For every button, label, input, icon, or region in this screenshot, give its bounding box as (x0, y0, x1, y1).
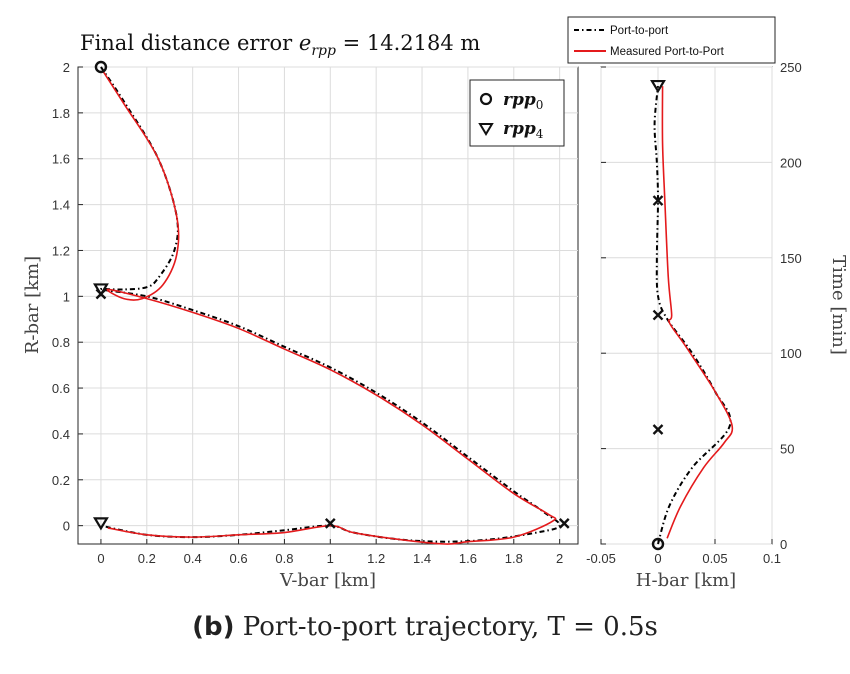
y-tick-label: 0 (63, 519, 70, 534)
left-x-ticks: 0 0.2 0.4 0.6 0.8 1 1.2 1.4 1.6 1.8 2 (97, 539, 563, 566)
left-markers (92, 60, 570, 531)
triangle-marker (650, 79, 666, 94)
x-tick-label: 1.2 (367, 551, 385, 566)
x-tick-label: 0 (654, 551, 661, 566)
x-tick-label: 1.8 (505, 551, 523, 566)
y-tick-label: 0.4 (52, 427, 70, 442)
legend-rpp4-label: rpp4 (503, 119, 544, 141)
right-series (653, 85, 734, 545)
circle-marker (94, 60, 108, 74)
x-tick-label: 1.4 (413, 551, 431, 566)
left-y-axis-label: R-bar [km] (22, 256, 43, 354)
right-grid (600, 66, 773, 545)
legend-measured-label: Measured Port-to-Port (610, 46, 725, 58)
left-chart: 0 0.2 0.4 0.6 0.8 1 1.2 1.4 1.6 1.8 2 0 0.2 0.4 0.6 0.… (22, 31, 579, 591)
left-series (99, 66, 561, 545)
x-tick-label: 0.05 (702, 551, 727, 566)
x-tick-label: 0.4 (184, 551, 202, 566)
right-x-axis-label: H-bar [km] (636, 570, 736, 591)
right-plot-frame (600, 66, 773, 545)
port-to-port-line (653, 85, 732, 545)
left-legend-box (469, 79, 565, 147)
x-tick-label: 0.6 (230, 551, 248, 566)
x-tick-label: 0.8 (275, 551, 293, 566)
right-y-axis-label: Time [min] (828, 255, 849, 355)
measured-port-to-port-line (102, 71, 557, 545)
left-title: Final distance error erpp = 14.2184 m (80, 31, 480, 59)
series-legend: Port-to-port Measured Port-to-Port (567, 16, 776, 64)
legend-circle-marker (479, 92, 493, 106)
y-tick-label: 1.2 (52, 243, 70, 258)
x-tick-label: 1 (327, 551, 334, 566)
triangle-marker (92, 517, 109, 531)
y-tick-label: 100 (780, 346, 802, 361)
x-tick-label: 2 (556, 551, 563, 566)
y-tick-label: 0.2 (52, 473, 70, 488)
right-y-ticks: 0 50 100 150 200 250 (601, 60, 802, 552)
series-legend-box (567, 16, 776, 64)
x-marker (558, 518, 570, 529)
circle-marker (651, 537, 665, 551)
x-marker (324, 518, 336, 529)
y-tick-label: 1.4 (52, 198, 70, 213)
left-y-ticks: 0 0.2 0.4 0.6 0.8 1 1.2 1.4 1.6 1.8 2 (52, 60, 83, 534)
measured-port-to-port-line (661, 86, 734, 539)
y-tick-label: 200 (780, 155, 802, 170)
figure-caption: (b) Port-to-port trajectory, T = 0.5s (0, 612, 850, 642)
x-marker (95, 288, 107, 300)
right-chart: -0.05 0 0.05 0.1 0 50 100 150 200 250 H-bar [km]… (567, 16, 849, 591)
x-marker (652, 424, 664, 435)
x-tick-label: 0 (97, 551, 104, 566)
y-tick-label: 0 (780, 537, 787, 552)
y-tick-label: 1 (63, 289, 70, 304)
right-markers (650, 79, 666, 551)
y-tick-label: 0.6 (52, 381, 70, 396)
y-tick-label: 50 (780, 442, 794, 457)
y-tick-label: 150 (780, 251, 802, 266)
right-x-ticks: -0.05 0 0.05 0.1 (586, 539, 781, 566)
x-marker (652, 309, 664, 321)
legend-rpp0-label: rpp0 (503, 90, 543, 112)
x-marker (652, 195, 664, 206)
left-legend: rpp0 rpp4 (469, 79, 565, 147)
y-tick-label: 0.8 (52, 335, 70, 350)
x-tick-label: 1.6 (459, 551, 477, 566)
x-tick-label: 0.2 (138, 551, 156, 566)
y-tick-label: 1.8 (52, 106, 70, 121)
legend-triangle-marker (478, 123, 494, 136)
left-x-axis-label: V-bar [km] (279, 570, 376, 591)
y-tick-label: 2 (63, 60, 70, 75)
x-tick-label: -0.05 (586, 551, 616, 566)
y-tick-label: 1.6 (52, 152, 70, 167)
caption-label: (b) (192, 612, 235, 642)
y-tick-label: 250 (780, 60, 802, 75)
legend-port-to-port-label: Port-to-port (610, 25, 669, 37)
caption-text: Port-to-port trajectory, T = 0.5s (242, 612, 658, 642)
x-tick-label: 0.1 (763, 551, 781, 566)
